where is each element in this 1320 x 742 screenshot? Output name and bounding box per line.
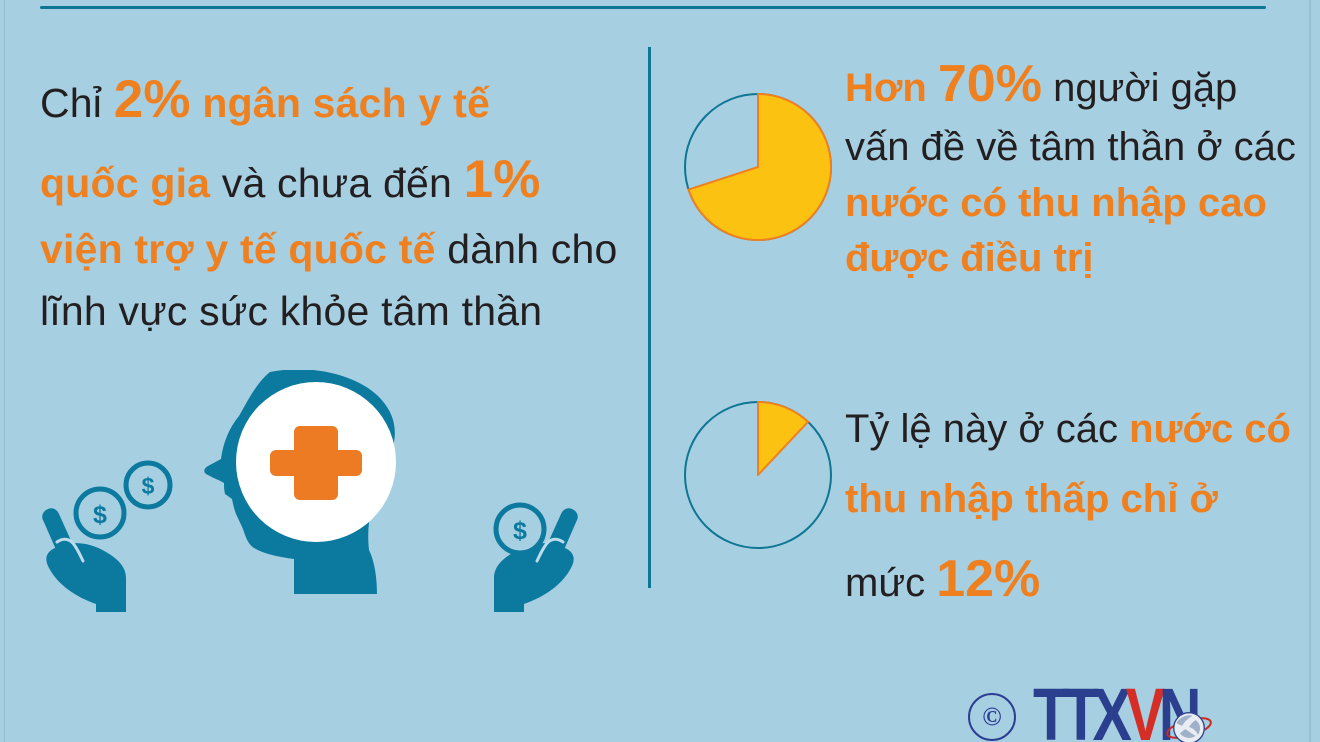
svg-text:$: $ bbox=[142, 473, 155, 499]
svg-text:$: $ bbox=[93, 501, 107, 529]
svg-text:$: $ bbox=[513, 517, 527, 545]
